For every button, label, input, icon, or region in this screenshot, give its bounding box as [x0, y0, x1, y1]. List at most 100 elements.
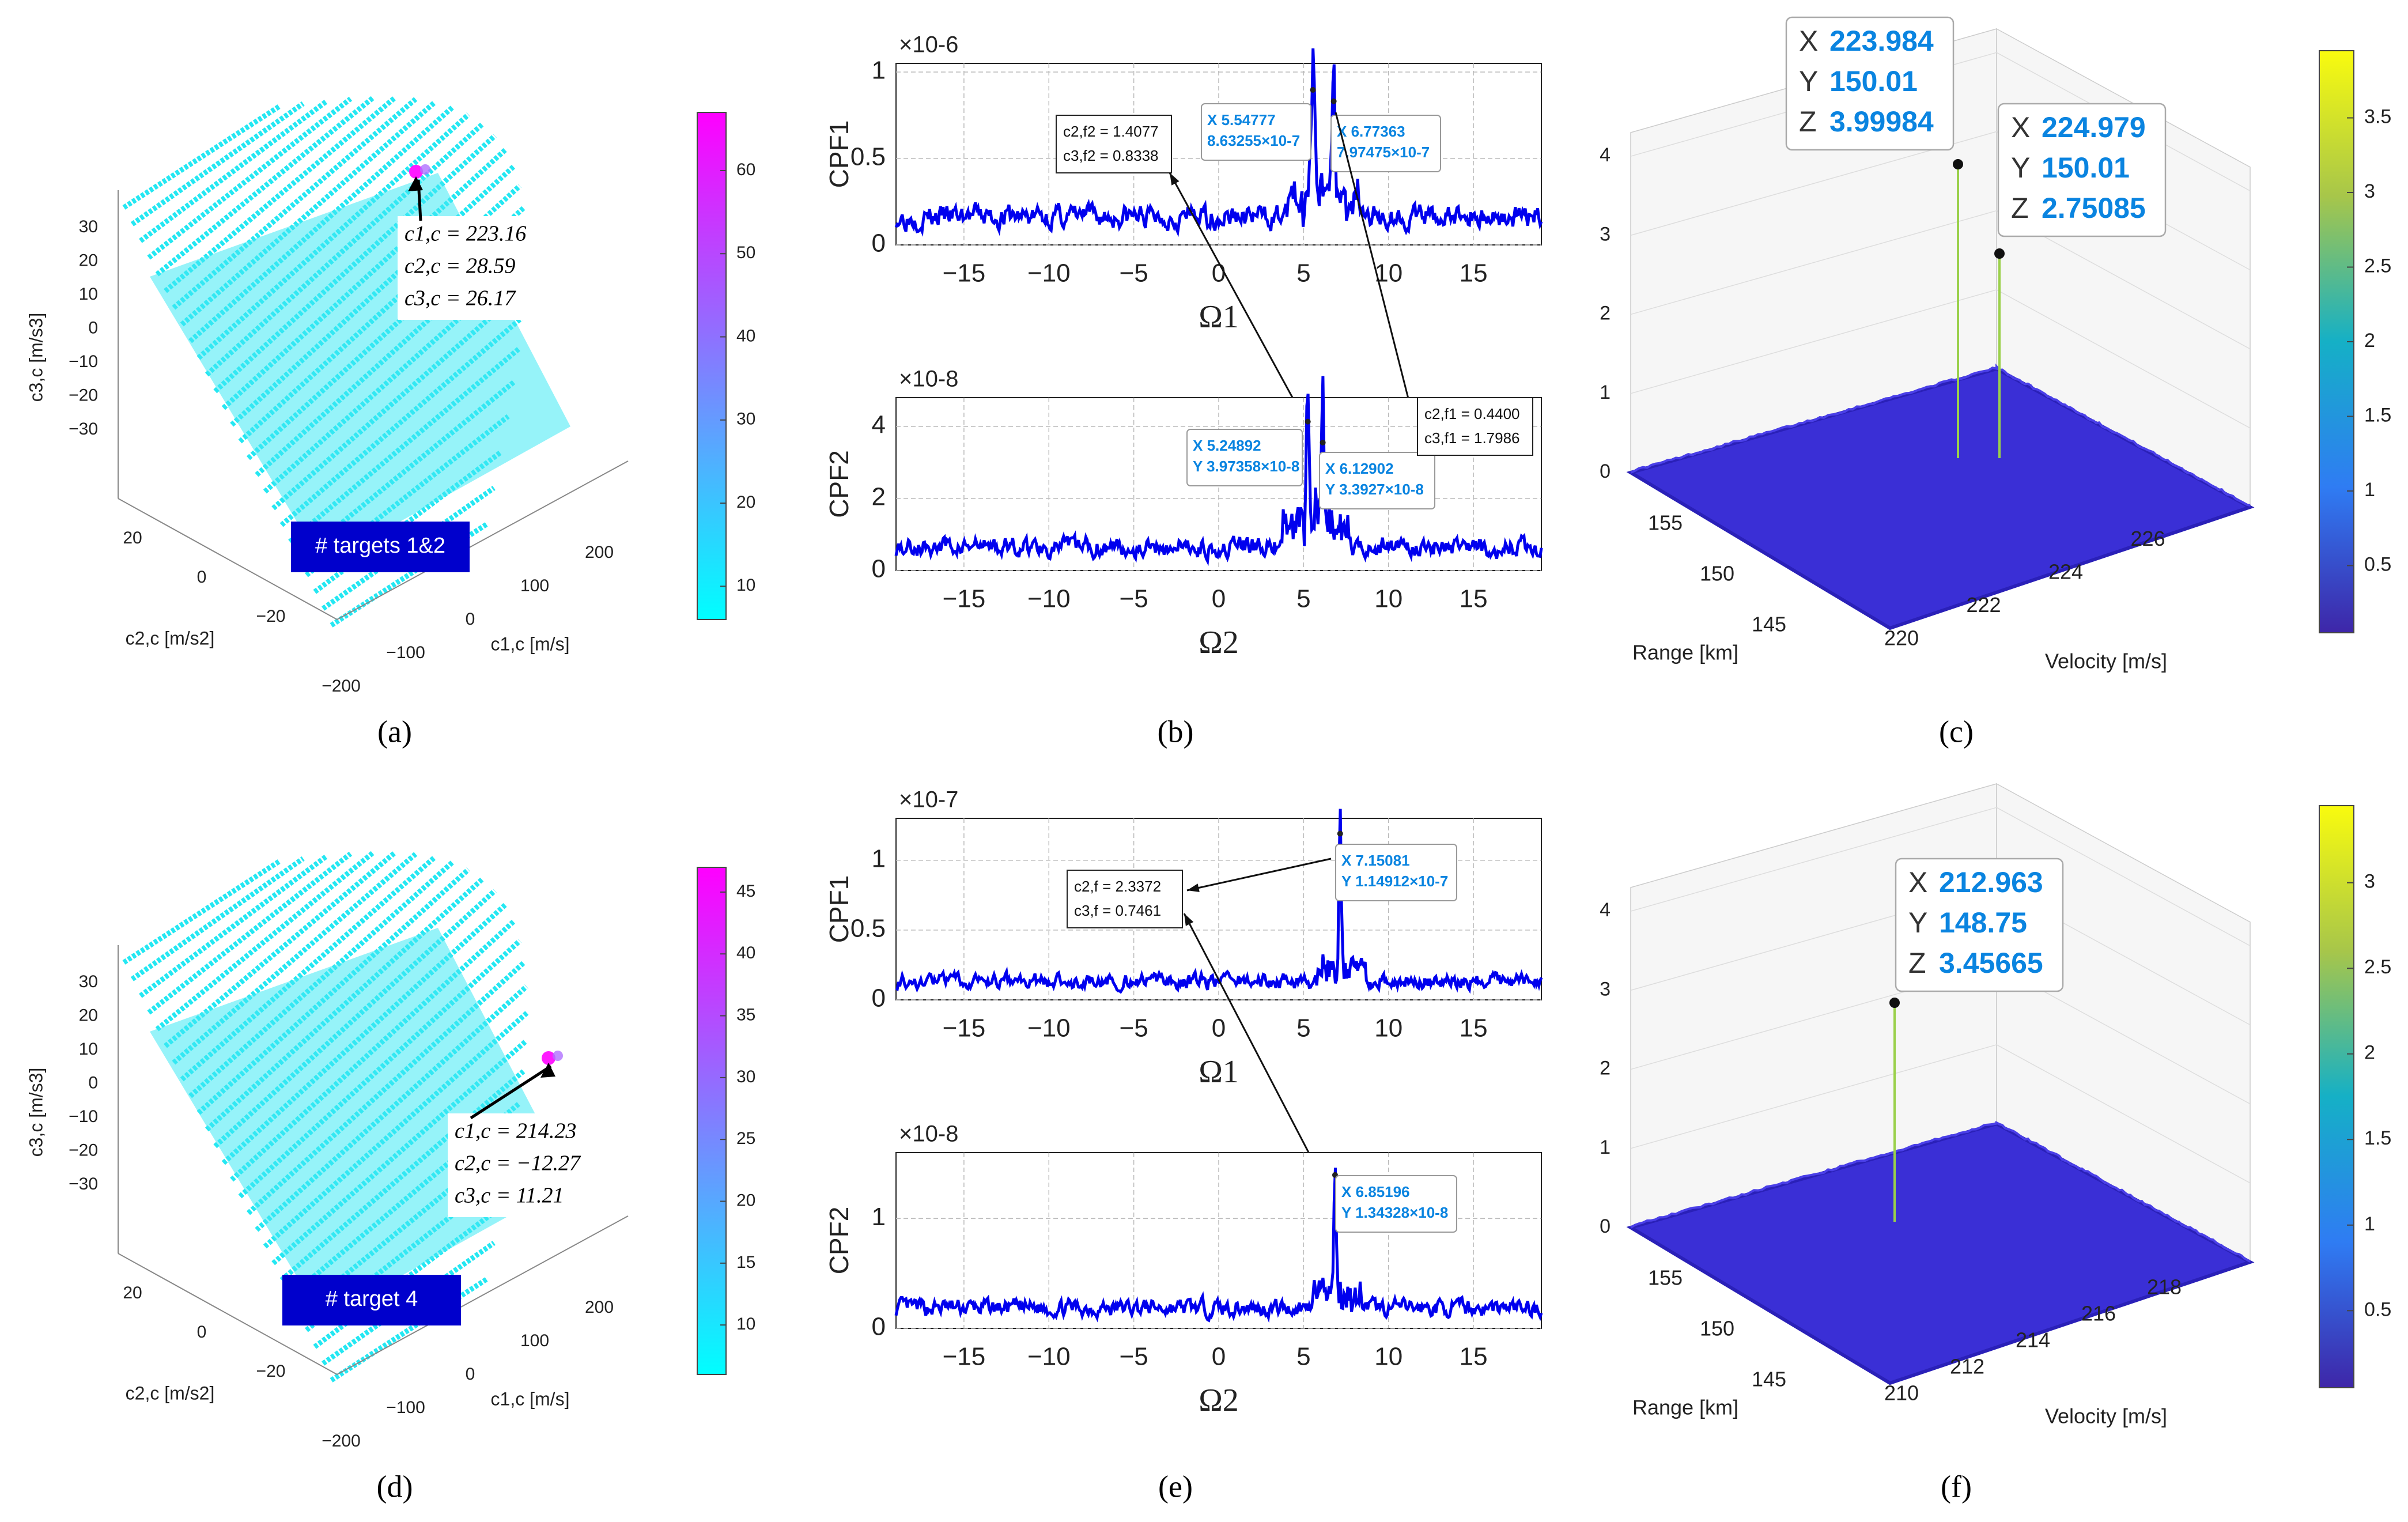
peak-dot — [1310, 87, 1316, 93]
scatter-row — [130, 856, 305, 981]
colorbar-tick-label: 0.5 — [2364, 553, 2391, 575]
datatip-value: 224.979 — [2042, 111, 2146, 143]
datatip-axis: Y — [1908, 907, 1927, 939]
velocity-tick-label: 214 — [2016, 1328, 2050, 1352]
z-tick-label: 10 — [79, 1040, 98, 1059]
x-tick-label: 5 — [1296, 259, 1310, 288]
z-tick-label: 4 — [1600, 899, 1611, 921]
range-tick-label: 145 — [1752, 613, 1786, 636]
colorbar-tick-label: 30 — [736, 410, 755, 429]
x-axis-line — [337, 1215, 629, 1375]
caption-f: (f) — [1941, 1469, 1972, 1504]
colorbar-tick-label: 40 — [736, 943, 755, 962]
scatter-cloud — [150, 928, 570, 1320]
colorbar-tick-label: 0.5 — [2364, 1298, 2391, 1320]
coeff-line: c2,f = 2.3372 — [1074, 878, 1161, 895]
velocity-axis-label: Velocity [m/s] — [2045, 1404, 2167, 1428]
scatter-row — [180, 855, 437, 1082]
x-tick-label: −100 — [386, 1398, 425, 1417]
y-axis-line — [118, 498, 338, 620]
scatter-row — [139, 99, 329, 243]
y-tick-label: 0 — [872, 229, 886, 258]
colorbar-tick-label: 1 — [2364, 1213, 2375, 1235]
x-tick-label: 200 — [585, 543, 614, 562]
peak-dot — [1337, 830, 1343, 837]
velocity-tick-label: 222 — [1966, 593, 2001, 617]
x-tick-label: 15 — [1460, 1014, 1488, 1043]
z-grid-line — [1996, 807, 2251, 946]
z-tick-label: 0 — [1600, 1215, 1611, 1237]
datatip-value: 223.984 — [1829, 25, 1934, 57]
caption-b: (b) — [1158, 714, 1194, 749]
z-tick-label: −30 — [69, 420, 98, 439]
x-axis-label: c1,c [m/s] — [491, 633, 570, 654]
y-tick-label: 0 — [872, 555, 886, 583]
z-tick-label: −20 — [69, 1140, 98, 1160]
x-tick-label: −100 — [386, 643, 425, 662]
datatip-axis: Z — [1908, 947, 1926, 979]
datatip-line: Y 1.34328×10-8 — [1341, 1204, 1448, 1221]
datatip-box — [1186, 429, 1303, 486]
z-grid-line — [1996, 289, 2251, 429]
colorbar-tick-label: 2.5 — [2364, 956, 2391, 978]
colorbar-tick-label: 10 — [736, 1315, 755, 1334]
x-tick-label: 15 — [1460, 585, 1488, 613]
caption-c: (c) — [1939, 714, 1974, 749]
x-tick-label: −15 — [943, 1014, 986, 1043]
y-tick-label: 1 — [872, 1203, 886, 1231]
datatip-line: Y 3.3927×10-8 — [1325, 481, 1424, 498]
range-tick-label: 150 — [1700, 562, 1734, 586]
velocity-tick-label: 224 — [2048, 560, 2083, 584]
z-tick-label: −10 — [69, 1107, 98, 1126]
x-tick-label: −200 — [322, 1432, 361, 1451]
x-axis-label: Ω1 — [1199, 1054, 1239, 1090]
velocity-tick-label: 218 — [2147, 1275, 2182, 1299]
colorbar-tick-label: 3 — [2364, 871, 2375, 893]
x-tick-label: 0 — [1212, 1343, 1226, 1371]
colorbar-tick-label: 20 — [736, 1191, 755, 1210]
y-axis-label: CPF2 — [824, 1207, 854, 1275]
x-axis-label: c1,c [m/s] — [491, 1388, 570, 1409]
x-axis-line — [337, 460, 629, 620]
peak-marker — [542, 1051, 555, 1065]
z-axis-label: c3,c [m/s3] — [25, 1068, 46, 1157]
colorbar-tick-label: 1 — [2364, 479, 2375, 501]
x-tick-label: 5 — [1296, 1343, 1310, 1371]
z-tick-label: 1 — [1600, 382, 1611, 403]
peak-label-line: c2,c = 28.59 — [405, 254, 515, 278]
y-tick-label: 2 — [872, 483, 886, 511]
y-axis-label: c2,c [m/s2] — [126, 1383, 215, 1403]
colorbar-tick-label: 10 — [736, 576, 755, 595]
x-tick-label: −15 — [943, 259, 986, 288]
velocity-tick-label: 220 — [1884, 626, 1919, 650]
x-axis-label: Ω2 — [1199, 625, 1239, 660]
y-multiplier: ×10-6 — [899, 32, 958, 58]
y-tick-label: −20 — [256, 607, 286, 626]
x-tick-label: 10 — [1374, 1014, 1403, 1043]
datatip-box — [1997, 103, 2167, 237]
y-tick-label: 0.5 — [850, 914, 886, 942]
datatip-line: X 5.54777 — [1207, 111, 1276, 129]
scatter-row — [180, 100, 437, 327]
velocity-tick-label: 216 — [2081, 1302, 2116, 1325]
x-tick-label: 0 — [1212, 1014, 1226, 1043]
datatip-line: Y 3.97358×10-8 — [1193, 458, 1299, 475]
peak-marker-halo — [553, 1051, 563, 1061]
peak-dot — [1953, 159, 1963, 169]
caption-e: (e) — [1158, 1469, 1193, 1504]
z-grid-line — [1630, 289, 1997, 394]
colorbar-tick-label: 30 — [736, 1067, 755, 1086]
range-tick-label: 145 — [1752, 1368, 1786, 1391]
y-tick-label: 20 — [123, 1283, 142, 1302]
datatip-line: 8.63255×10-7 — [1207, 132, 1300, 149]
z-tick-label: 3 — [1600, 223, 1611, 245]
coeff-line: c3,f2 = 0.8338 — [1063, 147, 1159, 164]
peak-label-line: c3,c = 26.17 — [405, 286, 516, 311]
y-tick-label: 4 — [872, 411, 886, 439]
datatip-line: X 6.85196 — [1341, 1183, 1410, 1200]
scatter-row — [130, 101, 305, 226]
z-tick-label: −10 — [69, 352, 98, 371]
peak-label-line: c1,c = 223.16 — [405, 222, 526, 246]
x-axis-label: Ω2 — [1199, 1383, 1239, 1418]
